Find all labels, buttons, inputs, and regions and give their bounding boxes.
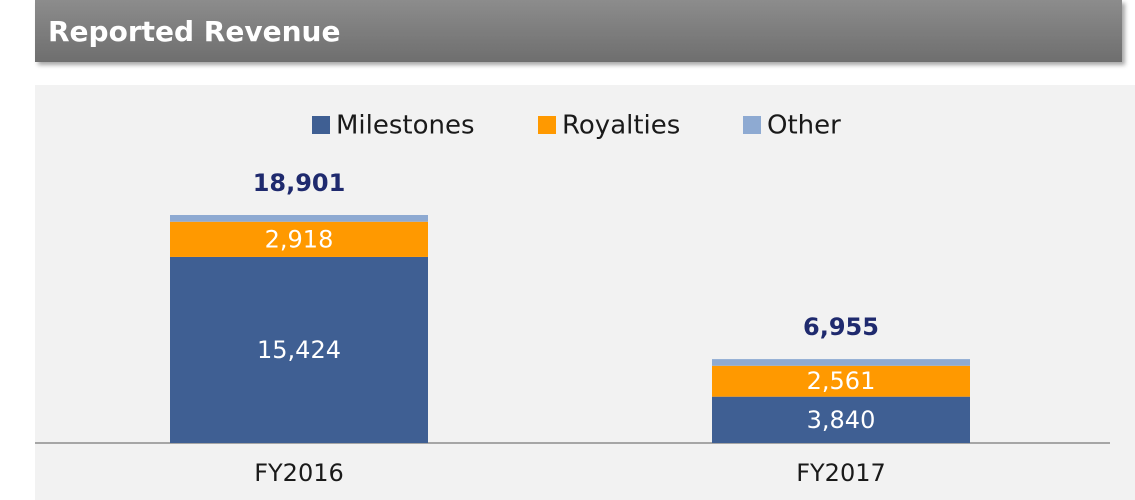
value-label: 2,561 xyxy=(807,367,876,395)
x-tick-label: FY2016 xyxy=(254,459,344,487)
bar-segment xyxy=(712,396,970,443)
bar-segment xyxy=(712,359,970,366)
total-label: 6,955 xyxy=(803,313,879,341)
total-label: 18,901 xyxy=(253,169,346,197)
bar-segment xyxy=(170,256,428,443)
legend-label: Royalties xyxy=(562,111,680,141)
value-label: 2,918 xyxy=(265,225,334,253)
legend-label: Milestones xyxy=(336,111,475,141)
legend-swatch xyxy=(312,116,330,134)
legend-swatch xyxy=(743,116,761,134)
bar-segment xyxy=(712,365,970,397)
bar-segment xyxy=(170,221,428,257)
bar-segment xyxy=(170,215,428,222)
header-bar xyxy=(35,0,1122,62)
value-label: 15,424 xyxy=(257,336,341,364)
legend-label: Other xyxy=(767,111,841,141)
page-title: Reported Revenue xyxy=(48,15,340,48)
x-tick-label: FY2017 xyxy=(796,459,886,487)
value-label: 3,840 xyxy=(807,406,876,434)
legend-swatch xyxy=(538,116,556,134)
